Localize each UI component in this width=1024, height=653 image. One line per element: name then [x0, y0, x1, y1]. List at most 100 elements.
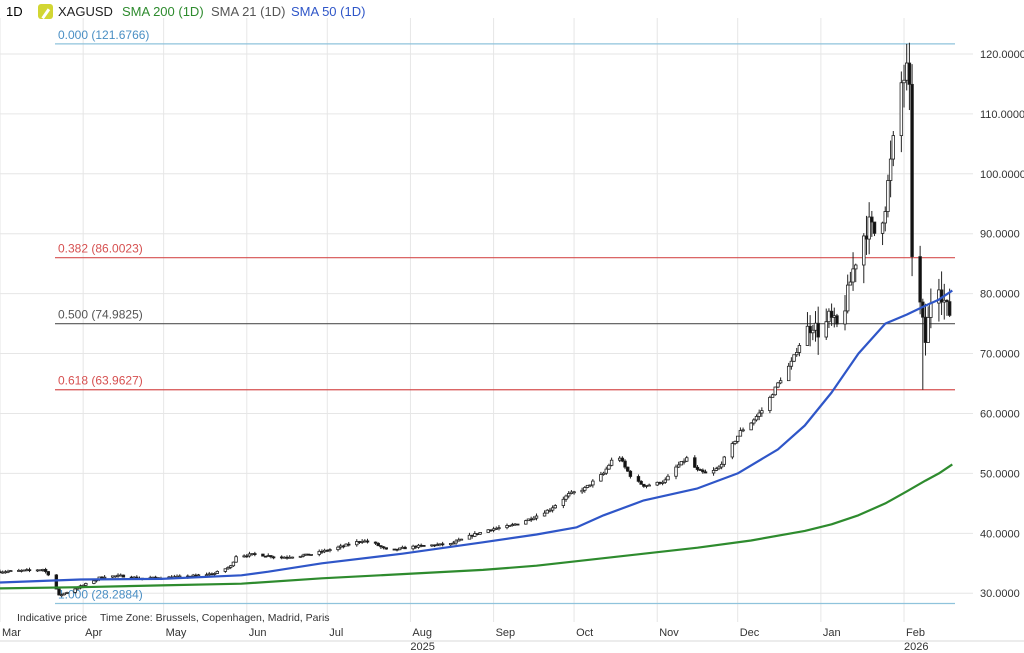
candle-body: [588, 484, 592, 487]
candle-body: [623, 460, 627, 468]
candle-body: [805, 325, 810, 346]
candle-body: [379, 545, 383, 548]
x-tick-label: Sep: [496, 627, 516, 639]
candle-body: [363, 540, 367, 543]
indicator-sma21[interactable]: SMA 21 (1D): [211, 4, 286, 19]
candle-body: [486, 529, 490, 533]
candle-body: [947, 301, 952, 316]
candle-body: [717, 466, 721, 470]
candle-body: [9, 570, 13, 572]
indicator-sma200[interactable]: SMA 200 (1D): [122, 4, 204, 19]
candle-body: [516, 523, 520, 526]
y-tick-label: 70.0000: [980, 349, 1020, 361]
candle-body: [301, 554, 305, 557]
candle-body: [567, 493, 571, 497]
candle-body: [121, 574, 126, 578]
candle-body: [328, 549, 332, 552]
candle-body: [907, 62, 912, 85]
candle-body: [864, 235, 869, 240]
candle-body: [381, 546, 386, 549]
candle-body: [532, 517, 536, 520]
candle-body: [400, 546, 405, 549]
candle-body: [46, 571, 50, 576]
candle-body: [854, 264, 858, 270]
candle-body: [290, 556, 295, 559]
candle-body: [824, 321, 828, 338]
candle-body: [212, 573, 217, 575]
candle-body: [279, 556, 284, 559]
sma-line-sma-50-1d-: [0, 289, 953, 584]
candle-body: [583, 487, 587, 491]
candle-body: [325, 549, 329, 552]
candle-body: [926, 317, 930, 343]
candle-body: [778, 380, 783, 384]
y-tick-label: 40.0000: [980, 528, 1020, 540]
candle-body: [360, 540, 364, 543]
candle-body: [754, 416, 759, 421]
candle-body: [432, 544, 437, 547]
candle-body: [886, 180, 890, 212]
candle-body: [829, 310, 834, 318]
candle-body: [550, 507, 555, 511]
candle-body: [902, 79, 906, 84]
candle-body: [526, 518, 531, 522]
candle-body: [25, 569, 29, 572]
candle-body: [422, 545, 426, 547]
candle-body: [110, 575, 115, 578]
candle-body: [845, 284, 850, 312]
candle-body: [215, 571, 219, 574]
candle-body: [644, 485, 649, 487]
candle-body: [580, 489, 584, 493]
candle-body: [207, 573, 211, 576]
candle-body: [17, 570, 21, 572]
candle-body: [285, 556, 289, 559]
candle-body: [617, 457, 622, 461]
candle-body: [435, 544, 439, 546]
candle-body: [457, 539, 461, 542]
candle-body: [513, 523, 517, 526]
candle-body: [416, 544, 421, 548]
candle-body: [843, 310, 847, 325]
candle-body: [336, 546, 340, 551]
candle-body: [813, 322, 818, 331]
candle-body: [545, 509, 549, 514]
candle-body: [102, 576, 107, 579]
candle-body: [19, 569, 24, 572]
indicative-price-note: Indicative price: [17, 612, 88, 624]
candle-body: [229, 565, 233, 568]
candle-body: [65, 592, 69, 594]
timeframe-label[interactable]: 1D: [6, 4, 23, 19]
candle-body: [266, 555, 270, 557]
candle-body: [655, 481, 659, 486]
candle-body: [660, 481, 665, 484]
candle-body: [698, 469, 702, 471]
candle-body: [510, 524, 515, 527]
candle-body: [392, 548, 397, 551]
candle-body: [196, 574, 201, 577]
candle-body: [693, 457, 697, 468]
candle-body: [54, 574, 59, 590]
timezone-note: Time Zone: Brussels, Copenhagen, Madrid,…: [100, 612, 330, 624]
x-tick-label: Dec: [740, 627, 760, 639]
candle-body: [609, 459, 614, 466]
candle-body: [454, 540, 458, 544]
candle-body: [507, 525, 512, 527]
candle-body: [242, 555, 246, 558]
candle-body: [84, 583, 88, 586]
candle-body: [478, 532, 482, 535]
y-tick-label: 50.0000: [980, 468, 1020, 480]
candle-body: [247, 553, 252, 557]
candle-body: [883, 211, 887, 224]
candle-body: [945, 299, 949, 303]
candle-body: [0, 571, 5, 574]
candle-body: [636, 476, 641, 482]
candle-body: [719, 463, 724, 468]
candle-body: [620, 457, 625, 462]
candle-body: [816, 322, 820, 338]
candle-body: [306, 553, 311, 556]
candle-body: [870, 216, 874, 223]
indicator-sma50[interactable]: SMA 50 (1D): [291, 4, 366, 19]
y-tick-label: 60.0000: [980, 408, 1020, 420]
candle-body: [309, 554, 313, 556]
